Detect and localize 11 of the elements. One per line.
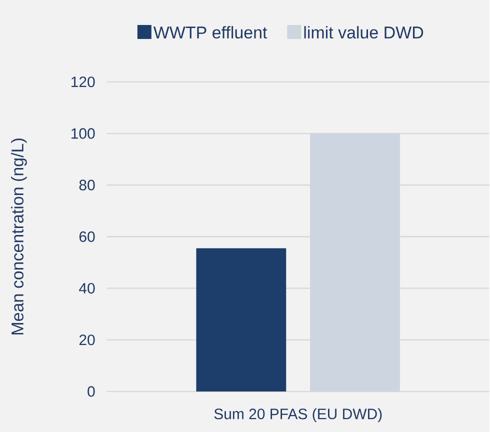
y-tick-label: 60 xyxy=(79,231,95,242)
y-tick-label: 20 xyxy=(79,334,95,345)
legend-label: WWTP effluent xyxy=(153,26,268,38)
y-axis-title: Mean concentration (ng/L) xyxy=(11,138,27,334)
y-tick-label: 80 xyxy=(79,180,95,190)
x-tick-label: Sum 20 PFAS (EU DWD) xyxy=(214,408,382,422)
y-tick-label: 120 xyxy=(72,76,95,87)
y-tick-label: 100 xyxy=(72,128,95,139)
legend-label: limit value DWD xyxy=(304,26,424,38)
y-tick-label: 0 xyxy=(88,386,95,397)
y-tick-label: 40 xyxy=(79,282,95,294)
